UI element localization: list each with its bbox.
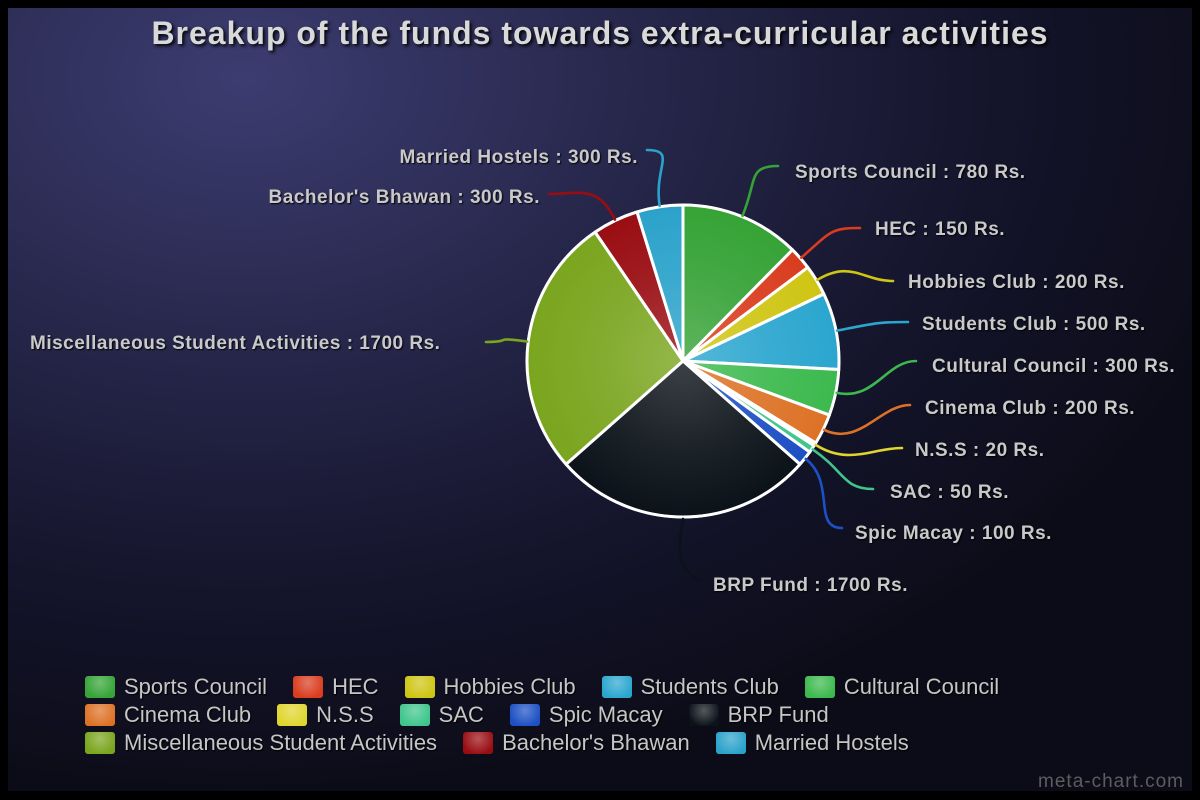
legend-label-n-s-s: N.S.S (316, 702, 374, 727)
watermark-text: meta-chart.com (1038, 771, 1184, 792)
leader-line-cinema-club (822, 403, 912, 436)
leader-line-married-hostels (645, 148, 665, 208)
legend-row-3: Miscellaneous Student Activities Bachelor… (85, 729, 999, 757)
legend-swatch-cultural-council (804, 676, 835, 698)
legend: Sports Council HEC Hobbies Club Students Cl… (85, 673, 999, 757)
legend-item-n-s-s: N.S.S (277, 702, 374, 727)
slice-labels: Sports Council : 780 Rs. HEC : 150 Rs. Hob… (30, 147, 1175, 596)
legend-label-sac: SAC (438, 702, 484, 727)
legend-label-students-club: Students Club (640, 674, 779, 699)
legend-item-sac: SAC (399, 702, 484, 727)
legend-label-cinema-club: Cinema Club (124, 702, 252, 727)
pie-outline (525, 203, 841, 519)
slice-label-married-hostels: Married Hostels : 300 Rs. (400, 147, 638, 168)
legend-label-hobbies-club: Hobbies Club (443, 674, 576, 699)
legend-label-sports-council: Sports Council (124, 674, 268, 699)
pie-slices (525, 203, 841, 519)
legend-item-hec: HEC (293, 674, 379, 699)
legend-label-hec: HEC (332, 674, 379, 699)
legend-item-hobbies-club: Hobbies Club (404, 674, 576, 699)
slice-label-cinema-club: Cinema Club : 200 Rs. (925, 398, 1135, 419)
legend-label-cultural-council: Cultural Council (843, 674, 1000, 699)
legend-item-spic-macay: Spic Macay (509, 702, 663, 727)
slice-label-hec: HEC : 150 Rs. (875, 219, 1005, 240)
slice-label-spic-macay: Spic Macay : 100 Rs. (855, 523, 1052, 544)
legend-item-cinema-club: Cinema Club (85, 703, 251, 727)
legend-label-bachelor-s-bhawan: Bachelor's Bhawan (502, 730, 690, 755)
legend-swatch-miscellaneous-student-activities (85, 732, 115, 754)
leader-line-n-s-s (814, 443, 904, 457)
leader-line-sac (811, 448, 875, 491)
slice-label-students-club: Students Club : 500 Rs. (922, 314, 1146, 335)
legend-swatch-cinema-club (85, 704, 115, 726)
legend-swatch-bachelor-s-bhawan (463, 732, 494, 754)
legend-label-miscellaneous-student-activities: Miscellaneous Student Activities (124, 730, 438, 755)
slice-label-miscellaneous-student-activities: Miscellaneous Student Activities : 1700 … (30, 333, 440, 354)
legend-swatch-n-s-s (277, 704, 308, 726)
legend-row-2: Cinema Club N.S.S SAC Spic Macay BRP Fund (85, 701, 999, 729)
slice-label-hobbies-club: Hobbies Club : 200 Rs. (908, 272, 1125, 293)
chart-title: Breakup of the funds towards extra-curri… (151, 15, 1049, 51)
slice-label-sac: SAC : 50 Rs. (890, 482, 1009, 503)
leader-line-students-club (835, 320, 910, 332)
legend-item-bachelor-s-bhawan: Bachelor's Bhawan (463, 731, 690, 755)
legend-item-brp-fund: BRP Fund (688, 702, 829, 727)
legend-item-miscellaneous-student-activities: Miscellaneous Student Activities (85, 731, 437, 755)
leader-line-hobbies-club (816, 269, 895, 283)
legend-swatch-hec (293, 676, 324, 698)
legend-swatch-sac (399, 704, 430, 726)
slice-label-brp-fund: BRP Fund : 1700 Rs. (713, 575, 908, 596)
legend-swatch-sports-council (85, 676, 115, 698)
legend-label-brp-fund: BRP Fund (727, 702, 829, 727)
slice-label-bachelor-s-bhawan: Bachelor's Bhawan : 300 Rs. (269, 187, 540, 208)
legend-swatch-hobbies-club (404, 676, 435, 698)
leader-lines (484, 148, 918, 583)
slice-label-cultural-council: Cultural Council : 300 Rs. (932, 356, 1175, 377)
legend-item-married-hostels: Married Hostels (715, 730, 909, 755)
legend-label-spic-macay: Spic Macay (548, 702, 663, 727)
legend-label-married-hostels: Married Hostels (754, 730, 909, 755)
slice-label-sports-council: Sports Council : 780 Rs. (795, 162, 1026, 183)
legend-item-students-club: Students Club (601, 674, 779, 699)
legend-item-sports-council: Sports Council (85, 675, 267, 699)
leader-line-brp-fund (678, 517, 702, 583)
leader-line-miscellaneous-student-activities (484, 338, 529, 344)
leader-line-hec (799, 226, 862, 260)
legend-row-1: Sports Council HEC Hobbies Club Students Cl… (85, 673, 999, 701)
slice-label-n-s-s: N.S.S : 20 Rs. (915, 440, 1045, 461)
leader-line-sports-council (741, 164, 780, 218)
legend-swatch-spic-macay (509, 704, 540, 726)
legend-swatch-students-club (601, 676, 632, 698)
leader-line-bachelor-s-bhawan (547, 191, 617, 221)
leader-line-cultural-council (835, 359, 918, 396)
leader-line-spic-macay (804, 457, 844, 530)
legend-item-cultural-council: Cultural Council (804, 674, 1000, 699)
legend-swatch-married-hostels (715, 732, 746, 754)
legend-swatch-brp-fund (688, 704, 719, 726)
